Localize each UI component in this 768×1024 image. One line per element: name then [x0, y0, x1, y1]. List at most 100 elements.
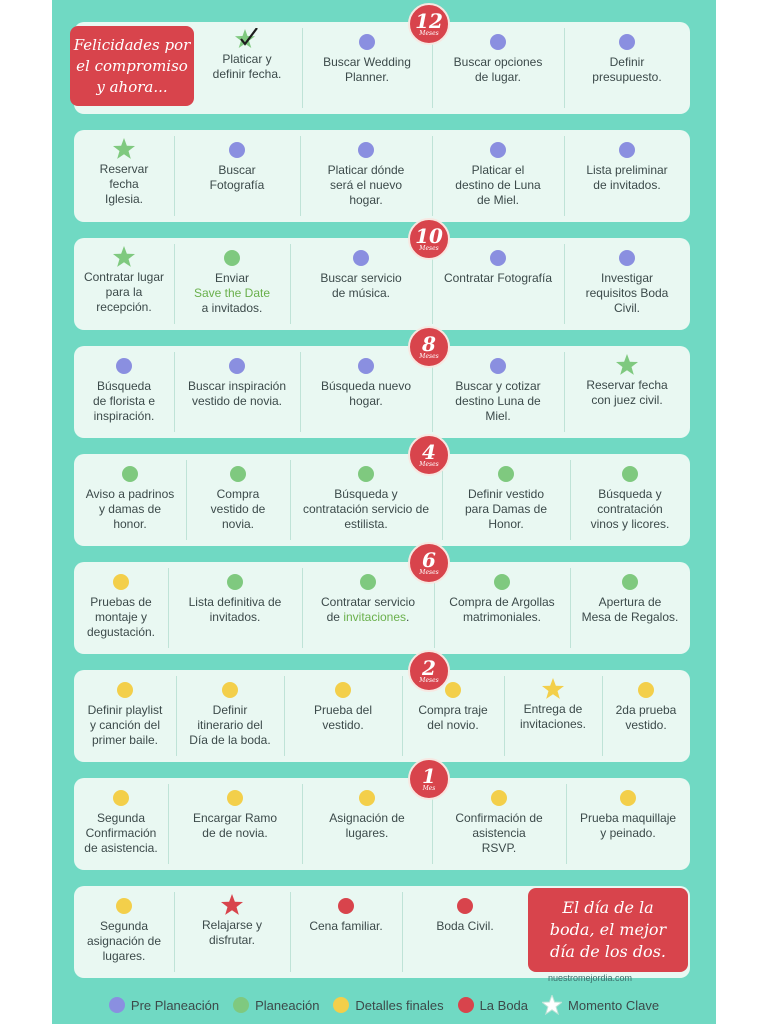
cell-divider: [432, 28, 433, 108]
cell-divider: [186, 460, 187, 540]
cell-divider: [442, 460, 443, 540]
task-cell: Definir itinerario del Día de la boda.: [176, 670, 284, 762]
status-dot: [358, 466, 374, 487]
status-dot: [445, 682, 461, 703]
task-label: Búsqueda y contratación vinos y licores.: [590, 487, 670, 531]
cell-divider: [174, 244, 175, 324]
timeline-row: [74, 130, 690, 222]
star-icon: [221, 894, 243, 918]
status-dot: [227, 574, 243, 595]
task-label: Búsqueda nuevo hogar.: [320, 379, 412, 408]
status-dot: [494, 574, 510, 595]
legend-item: Detalles finales: [333, 997, 444, 1013]
status-dot: [222, 682, 238, 703]
status-dot: [491, 790, 507, 811]
task-cell: Confirmación de asistencia RSVP.: [432, 778, 566, 870]
cell-divider: [284, 676, 285, 756]
timeline-row: [74, 238, 690, 330]
star-icon: [542, 678, 564, 702]
task-cell: Contratar lugar para la recepción.: [74, 238, 174, 330]
task-label: Compra traje del novio.: [418, 703, 488, 732]
cell-divider: [302, 568, 303, 648]
task-cell: Buscar Wedding Planner.: [302, 22, 432, 114]
task-cell: Prueba del vestido.: [284, 670, 402, 762]
task-label: Definir playlist y canción del primer ba…: [87, 703, 163, 747]
task-cell: Búsqueda y contratación servicio de esti…: [290, 454, 442, 546]
legend-dot: [457, 997, 474, 1013]
task-cell: Segunda asignación de lugares.: [74, 886, 174, 978]
task-label: Lista preliminar de invitados.: [586, 163, 668, 192]
status-dot: [498, 466, 514, 487]
legend-label: Pre Planeación: [130, 997, 220, 1013]
task-label: Apertura de Mesa de Regalos.: [581, 595, 679, 624]
cell-divider: [402, 892, 403, 972]
task-label: Reservar fecha Iglesia.: [99, 162, 149, 206]
status-dot: [359, 34, 375, 55]
task-label: Buscar Wedding Planner.: [323, 55, 411, 84]
month-unit: Mes: [422, 785, 436, 792]
task-cell: Platicar y definir fecha.: [192, 22, 302, 114]
task-cell: Investigar requisitos Boda Civil.: [564, 238, 690, 330]
cell-divider: [174, 136, 175, 216]
task-cell: Contratar servicio de invitaciones.: [302, 562, 434, 654]
task-cell: Definir playlist y canción del primer ba…: [74, 670, 176, 762]
task-cell: Compra traje del novio.: [402, 670, 504, 762]
status-dot: [490, 250, 506, 271]
cell-divider: [504, 676, 505, 756]
status-dot: [490, 142, 506, 163]
month-number: 6: [422, 548, 436, 572]
task-cell: Buscar servicio de música.: [290, 238, 432, 330]
task-cell: Cena familiar.: [290, 886, 402, 978]
intro-banner: Felicidades por el compromiso y ahora...: [70, 26, 194, 106]
task-label: Prueba maquillaje y peinado.: [579, 811, 677, 840]
cell-divider: [432, 244, 433, 324]
legend-item: Planeación: [233, 997, 319, 1013]
legend-item: Momento Clave: [542, 995, 659, 1015]
legend-label: Detalles finales: [355, 997, 444, 1013]
month-unit: Meses: [419, 569, 439, 576]
status-dot: [113, 574, 129, 595]
status-dot: [116, 358, 132, 379]
task-label: 2da prueba vestido.: [615, 703, 677, 732]
cell-divider: [290, 892, 291, 972]
task-cell: Boda Civil.: [402, 886, 528, 978]
task-cell: Segunda Confirmación de asistencia.: [74, 778, 168, 870]
star-icon: [542, 995, 563, 1015]
legend-item: Pre Planeación: [108, 997, 220, 1013]
legend-dot: [108, 997, 125, 1013]
cell-divider: [176, 676, 177, 756]
task-cell: Entrega de invitaciones.: [504, 670, 602, 762]
legend-item: La Boda: [457, 997, 528, 1013]
timeline-row: [74, 778, 690, 870]
status-dot: [229, 358, 245, 379]
status-dot: [620, 790, 636, 811]
task-cell: Contratar Fotografía: [432, 238, 564, 330]
cell-divider: [168, 784, 169, 864]
cell-divider: [432, 352, 433, 432]
task-label: Platicar dónde será el nuevo hogar.: [327, 163, 405, 207]
task-cell: Buscar opciones de lugar.: [432, 22, 564, 114]
status-dot: [619, 250, 635, 271]
highlight-text: invitaciones: [343, 610, 407, 624]
task-cell: Prueba maquillaje y peinado.: [566, 778, 690, 870]
task-cell: Búsqueda de florista e inspiración.: [74, 346, 174, 438]
cell-divider: [174, 352, 175, 432]
task-cell: Búsqueda nuevo hogar.: [300, 346, 432, 438]
task-label: Asignación de lugares.: [329, 811, 405, 840]
cell-divider: [290, 244, 291, 324]
month-unit: Meses: [419, 30, 439, 37]
task-label: Relajarse y disfrutar.: [201, 918, 263, 947]
task-label: Definir presupuesto.: [592, 55, 662, 84]
status-dot: [360, 574, 376, 595]
cell-divider: [570, 460, 571, 540]
outro-banner: El día de la boda, el mejor día de los d…: [528, 888, 688, 972]
task-cell: Aviso a padrinos y damas de honor.: [74, 454, 186, 546]
task-cell: Lista preliminar de invitados.: [564, 130, 690, 222]
task-label: Enviar Save the Date a invitados.: [193, 271, 271, 315]
legend: Pre Planeación Planeación Detalles finales…: [52, 990, 716, 1020]
status-dot: [622, 466, 638, 487]
task-label: Compra de Argollas matrimoniales.: [449, 595, 555, 624]
task-label: Buscar servicio de música.: [320, 271, 402, 300]
status-dot: [116, 898, 132, 919]
task-cell: 2da prueba vestido.: [602, 670, 690, 762]
